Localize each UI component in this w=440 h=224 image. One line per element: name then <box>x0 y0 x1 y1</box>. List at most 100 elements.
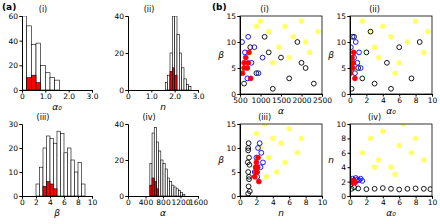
point <box>380 129 385 134</box>
bar <box>54 143 58 196</box>
bar <box>172 185 174 196</box>
plot-area <box>165 16 191 90</box>
tick-mark <box>238 124 241 125</box>
y-axis: 0102030 <box>8 120 22 201</box>
axis-line <box>23 197 93 199</box>
tick-mark <box>348 16 351 17</box>
bar <box>159 151 161 196</box>
point <box>393 71 398 76</box>
tick-mark <box>126 196 129 197</box>
tick-label: 20 <box>114 49 124 58</box>
tick-label: 40 <box>114 120 124 129</box>
tick-mark <box>348 153 351 154</box>
point <box>413 186 418 191</box>
tick-mark <box>20 124 23 125</box>
tick: 0 <box>13 86 22 95</box>
bar <box>178 196 180 197</box>
bar <box>184 79 186 90</box>
tick: 30 <box>8 120 22 129</box>
tick: 0 <box>348 196 353 207</box>
bar <box>78 196 82 197</box>
point <box>246 34 251 39</box>
tick: 2.0 <box>169 90 181 101</box>
tick-label: 1.0 <box>146 92 158 101</box>
tick-mark <box>126 90 129 91</box>
tick-label: 8 <box>414 198 419 207</box>
plot-area <box>245 124 304 196</box>
bar <box>183 194 185 196</box>
tick: 4 <box>381 94 386 105</box>
x-axis-label: n <box>278 208 284 218</box>
point <box>248 76 253 81</box>
tick-label: 0 <box>341 90 346 99</box>
bar <box>82 184 86 196</box>
point <box>353 76 358 81</box>
tick-label: 0 <box>20 198 25 207</box>
tick: 800 <box>156 196 171 207</box>
plot-area <box>150 128 185 196</box>
point <box>368 29 373 34</box>
axis-line <box>351 197 433 199</box>
tick: 3.0 <box>87 90 99 101</box>
tick: 10 <box>336 120 350 129</box>
bar <box>183 196 185 197</box>
tick-label: 30 <box>8 120 18 129</box>
panel: 5001000150020002500051015(i)αβ <box>217 5 332 116</box>
tick-label: 20 <box>8 61 18 70</box>
bar-series <box>165 16 191 90</box>
tick-label: 5 <box>231 64 236 73</box>
bar-series <box>36 131 85 196</box>
tick-label: 8 <box>414 96 419 105</box>
panel-title: (iii) <box>37 113 50 122</box>
bar-series <box>43 182 57 196</box>
bar <box>167 196 169 197</box>
y-axis: 0204060 <box>8 12 22 95</box>
tick: 4 <box>48 196 53 207</box>
point <box>393 172 398 177</box>
bar-series <box>170 68 177 90</box>
point <box>360 76 365 81</box>
bar <box>156 142 158 196</box>
tick-label: 0 <box>231 192 236 201</box>
panel: 02468100102030(iii)β <box>8 113 97 218</box>
tick-label: 400 <box>139 198 154 207</box>
tick-label: 15 <box>336 12 346 21</box>
tick: 8 <box>414 94 419 105</box>
tick-label: 10 <box>88 198 98 207</box>
point <box>360 150 365 155</box>
tick-label: 4 <box>271 198 276 207</box>
bar <box>167 178 169 196</box>
x-axis: 5001000150020002500 <box>233 94 332 105</box>
tick-label: 3.0 <box>87 92 99 101</box>
tick-mark <box>238 196 241 197</box>
bar <box>177 90 179 91</box>
point <box>254 160 259 165</box>
x-axis: 0246810 <box>238 196 327 207</box>
point <box>246 170 251 175</box>
panel: 02468100246810(iv)α₀n <box>328 113 437 218</box>
x-axis: 040080012001600 <box>126 196 208 207</box>
point <box>258 19 263 24</box>
tick-mark <box>348 182 351 183</box>
bar <box>150 185 152 196</box>
tick: 20 <box>8 144 22 153</box>
point <box>299 19 304 24</box>
bar <box>154 182 156 196</box>
point <box>287 55 292 60</box>
tick-label: 2.0 <box>169 92 181 101</box>
tick: 0 <box>238 196 243 207</box>
bar <box>179 90 181 91</box>
point <box>255 165 260 170</box>
tick: 10 <box>88 196 98 207</box>
bar <box>31 44 36 90</box>
point <box>295 40 300 45</box>
tick-mark <box>348 68 351 69</box>
tick: 15 <box>226 120 240 129</box>
tick: 0 <box>341 90 350 99</box>
bar <box>163 164 165 196</box>
x-axis-label: α₀ <box>52 102 62 112</box>
tick-label: 6 <box>287 198 292 207</box>
panel-title: (ii) <box>144 5 155 14</box>
point <box>352 185 357 190</box>
point <box>247 174 252 179</box>
